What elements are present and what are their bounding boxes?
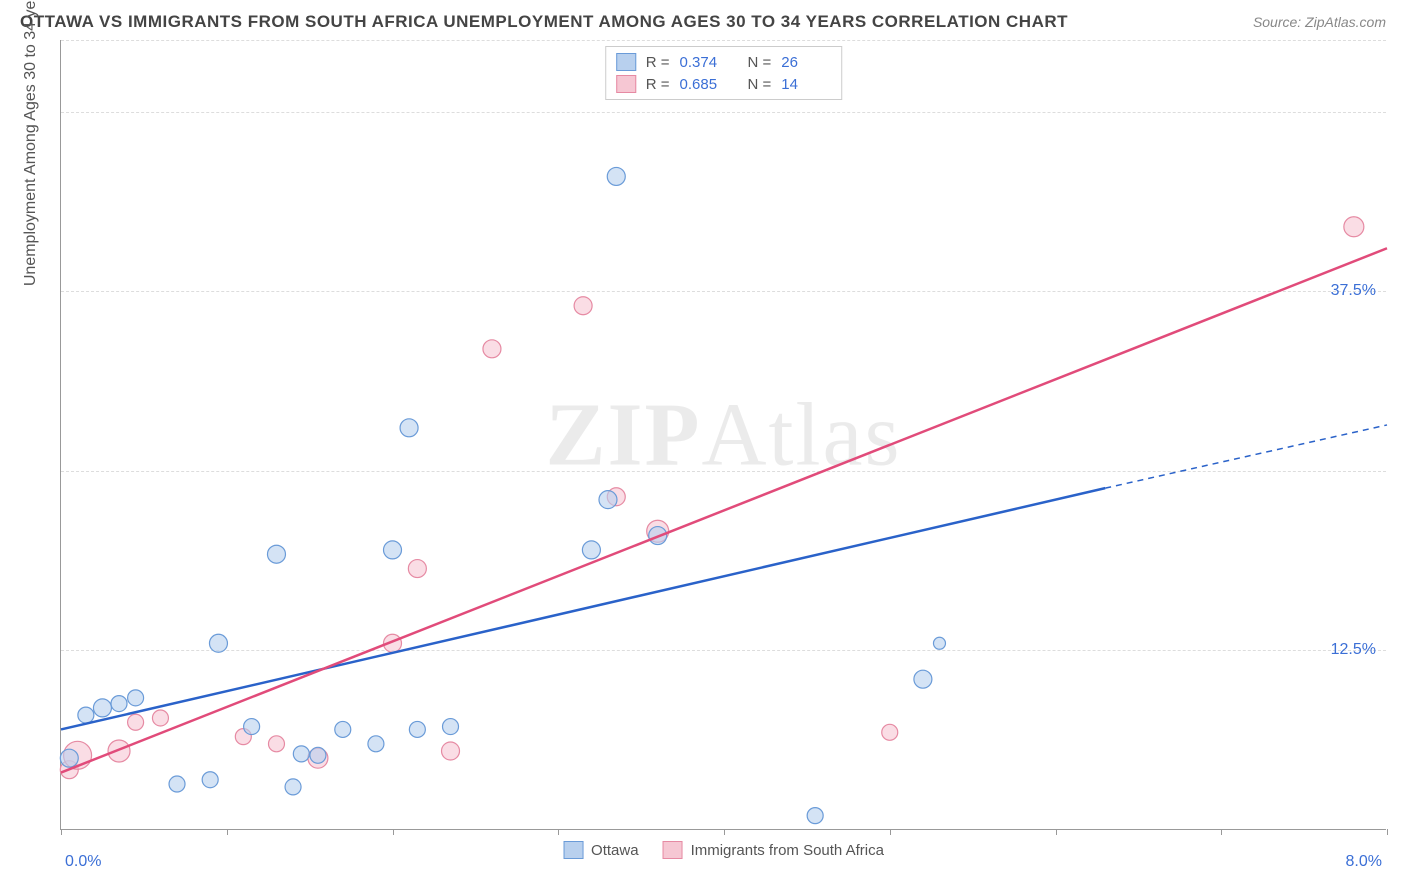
legend-correlation: R = 0.374 N = 26 R = 0.685 N = 14	[605, 46, 843, 100]
data-point	[882, 724, 898, 740]
data-point	[400, 419, 418, 437]
legend-r-value-1: 0.685	[680, 76, 730, 93]
legend-n-value-1: 14	[781, 76, 831, 93]
legend-r-prefix-0: R =	[646, 54, 670, 71]
data-point	[60, 749, 78, 767]
data-point	[310, 747, 326, 763]
data-point	[443, 719, 459, 735]
scatter-svg	[61, 40, 1386, 829]
y-axis-label: Unemployment Among Ages 30 to 34 years	[22, 0, 40, 286]
data-point	[807, 808, 823, 824]
data-point	[574, 297, 592, 315]
legend-n-value-0: 26	[781, 54, 831, 71]
legend-label-0: Ottawa	[591, 842, 639, 859]
data-point	[169, 776, 185, 792]
legend-label-1: Immigrants from South Africa	[691, 842, 884, 859]
data-point	[128, 714, 144, 730]
legend-r-prefix-1: R =	[646, 76, 670, 93]
data-point	[111, 696, 127, 712]
data-point	[128, 690, 144, 706]
legend-r-value-0: 0.374	[680, 54, 730, 71]
legend-row-1: R = 0.685 N = 14	[616, 73, 832, 95]
data-point	[933, 637, 945, 649]
data-point	[293, 746, 309, 762]
data-point	[582, 541, 600, 559]
data-point	[244, 719, 260, 735]
data-point	[108, 740, 130, 762]
data-point	[78, 707, 94, 723]
legend-item-1: Immigrants from South Africa	[663, 841, 884, 859]
legend-n-prefix-0: N =	[748, 54, 772, 71]
legend-n-prefix-1: N =	[748, 76, 772, 93]
data-point	[1344, 217, 1364, 237]
data-point	[408, 560, 426, 578]
data-point	[93, 699, 111, 717]
data-point	[442, 742, 460, 760]
source-credit: Source: ZipAtlas.com	[1253, 14, 1386, 30]
data-point	[335, 721, 351, 737]
data-point	[483, 340, 501, 358]
legend-row-0: R = 0.374 N = 26	[616, 51, 832, 73]
data-point	[599, 491, 617, 509]
legend-swatch-ottawa	[563, 841, 583, 859]
data-point	[152, 710, 168, 726]
legend-item-0: Ottawa	[563, 841, 639, 859]
data-point	[409, 721, 425, 737]
data-point	[384, 541, 402, 559]
data-point	[914, 670, 932, 688]
x-tick-label-max: 8.0%	[1346, 853, 1382, 871]
legend-swatch-0	[616, 53, 636, 71]
data-point	[285, 779, 301, 795]
title-bar: OTTAWA VS IMMIGRANTS FROM SOUTH AFRICA U…	[20, 12, 1386, 32]
legend-swatch-south-africa	[663, 841, 683, 859]
data-point	[209, 634, 227, 652]
legend-swatch-1	[616, 75, 636, 93]
data-point	[268, 736, 284, 752]
data-point	[267, 545, 285, 563]
data-point	[607, 167, 625, 185]
x-tick-label-min: 0.0%	[65, 853, 101, 871]
plot-area: ZIPAtlas 12.5%37.5%0.0%8.0% R = 0.374 N …	[60, 40, 1386, 830]
chart-title: OTTAWA VS IMMIGRANTS FROM SOUTH AFRICA U…	[20, 12, 1068, 32]
legend-series: Ottawa Immigrants from South Africa	[563, 841, 884, 859]
data-point	[368, 736, 384, 752]
data-point	[202, 772, 218, 788]
